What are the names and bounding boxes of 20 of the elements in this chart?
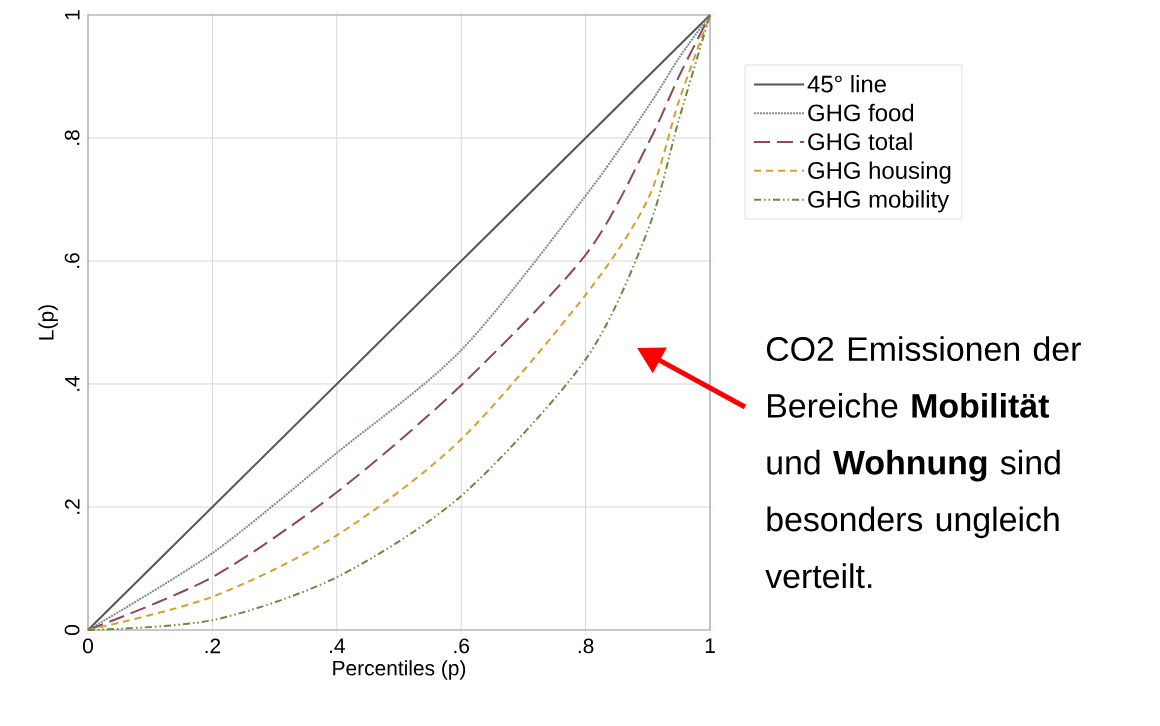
text: CO2 Emissionen der Bereiche Mobilität und Wohnung sind besonders ungleich verteilt. [765,336,1081,589]
y-tick-label: .6 [64,253,80,268]
x-axis-title: Percentiles (p) [333,660,466,680]
x-tick-label: .6 [454,638,470,654]
y-tick-label: 1 [65,10,80,20]
legend-label: GHG housing [808,161,951,184]
x-tick-label: 1 [705,638,715,653]
y-tick-label: 0 [64,625,80,635]
x-tick-label: .2 [205,638,221,654]
y-tick-label: .2 [64,499,80,514]
y-axis-title: L(p) [38,305,58,340]
x-tick-label: .4 [329,638,345,653]
x-tick-label: .8 [578,638,594,654]
legend-label: GHG food [808,103,914,122]
legend-label: GHG total [808,132,912,151]
legend-label: GHG mobility [808,190,950,213]
x-tick-label: 0 [83,638,93,654]
y-tick-label: .4 [65,375,80,391]
legend-label: 45° line [807,75,886,93]
y-tick-label: .8 [64,130,80,145]
